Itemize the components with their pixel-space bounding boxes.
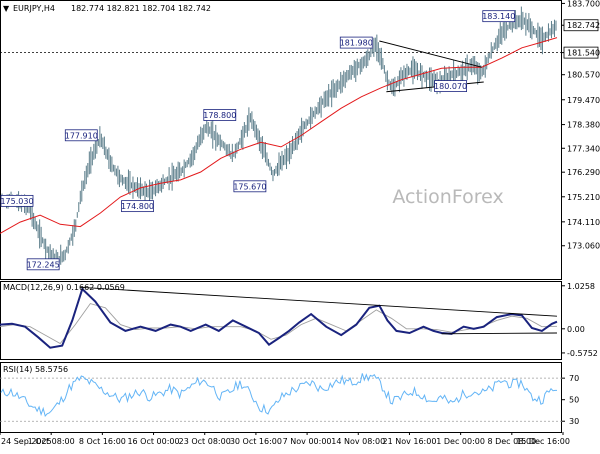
annotation-label: 178.800 [203,111,236,120]
price-annotation: 180.070 [434,80,468,92]
price-annotation: 175.670 [233,180,267,193]
time-tick-label: 14 Nov 08:00 [331,437,385,446]
price-annotation: 175.030 [0,194,34,207]
macd-trendline [80,286,558,317]
time-tick-label: 1 Oct 08:00 [28,437,75,446]
rsi-tick-label: 70 [569,374,579,383]
annotation-label: 175.030 [0,197,33,206]
rsi-tick-label: 30 [569,417,579,426]
header-arrow: ▼ [3,4,10,13]
time-tick-label: 8 Oct 16:00 [79,437,126,446]
price-annotation: 183.140 [482,10,516,23]
header-ohlc: 182.774 182.821 182.704 182.742 [71,4,211,13]
annotation-label: 180.070 [434,82,467,91]
time-tick-label: 16 Oct 00:00 [127,437,179,446]
price-trendline [379,40,482,68]
watermark: ActionForex [392,186,503,208]
annotation-label: 174.800 [121,202,154,211]
panel-frame-macd [0,281,562,360]
time-tick-label: 23 Oct 08:00 [179,437,231,446]
annotation-label: 177.910 [65,131,98,140]
level-price-box [563,46,599,59]
annotation-box [434,80,468,92]
macd-line [0,287,558,349]
annotation-box [64,129,98,142]
annotation-box [26,258,60,271]
price-tick-label: 179.470 [567,96,600,105]
moving-average-line [0,37,558,234]
price-annotation: 178.800 [203,109,237,121]
time-tick-label: 24 Sep 2025 [1,437,52,446]
annotation-box [339,36,373,49]
time-tick-label: 8 Dec 08:00 [487,437,536,446]
price-tick-label: 174.110 [567,218,600,227]
annotation-box [121,200,154,213]
macd-tick-label: 1.0258 [567,282,595,291]
annotation-label: 183.140 [482,12,515,21]
header-symbol: EURJPY,H4 [13,4,55,13]
price-annotation: 172.245 [26,258,60,271]
time-tick-label: 7 Nov 00:00 [283,437,332,446]
price-tick-label: 176.290 [567,168,600,177]
price-annotation: 177.910 [64,129,98,142]
time-tick-label: 15 Dec 16:00 [516,437,570,446]
price-annotation: 174.800 [121,200,154,213]
annotation-label: 172.245 [27,260,60,269]
time-tick-label: 21 Nov 16:00 [382,437,436,446]
rsi-title: RSI(14) 58.5756 [3,365,68,374]
price-tick-label: 177.340 [567,144,600,153]
time-tick-label: 30 Oct 16:00 [230,437,282,446]
annotation-label: 175.670 [233,182,266,191]
price-tick-label: 182.742 [567,21,600,30]
price-annotation: 181.980 [339,36,373,49]
annotation-label: 181.980 [340,39,373,48]
annotation-box [0,194,34,207]
price-tick-label: 173.060 [567,242,600,251]
current-price-box [563,19,599,32]
rsi-tick-label: 50 [569,396,579,405]
annotation-box [233,180,267,193]
macd-title: MACD(12,26,9) 0.1662 0.0569 [3,283,125,292]
rsi-line [0,373,557,418]
price-tick-label: 181.540 [567,49,600,58]
macd-trendline [441,332,557,335]
price-tick-label: 183.700 [567,0,600,8]
macd-tick-label: 0.00 [567,325,585,334]
time-tick-label: 1 Dec 00:00 [436,437,485,446]
price-tick-label: 180.570 [567,71,600,80]
chart-header: ▼ EURJPY,H4 182.774 182.821 182.704 182.… [3,4,211,13]
macd-tick-label: -0.5752 [567,349,598,358]
price-tick-label: 178.380 [567,121,600,130]
annotation-box [203,109,237,121]
price-tick-label: 175.210 [567,193,600,202]
annotation-box [482,10,516,23]
